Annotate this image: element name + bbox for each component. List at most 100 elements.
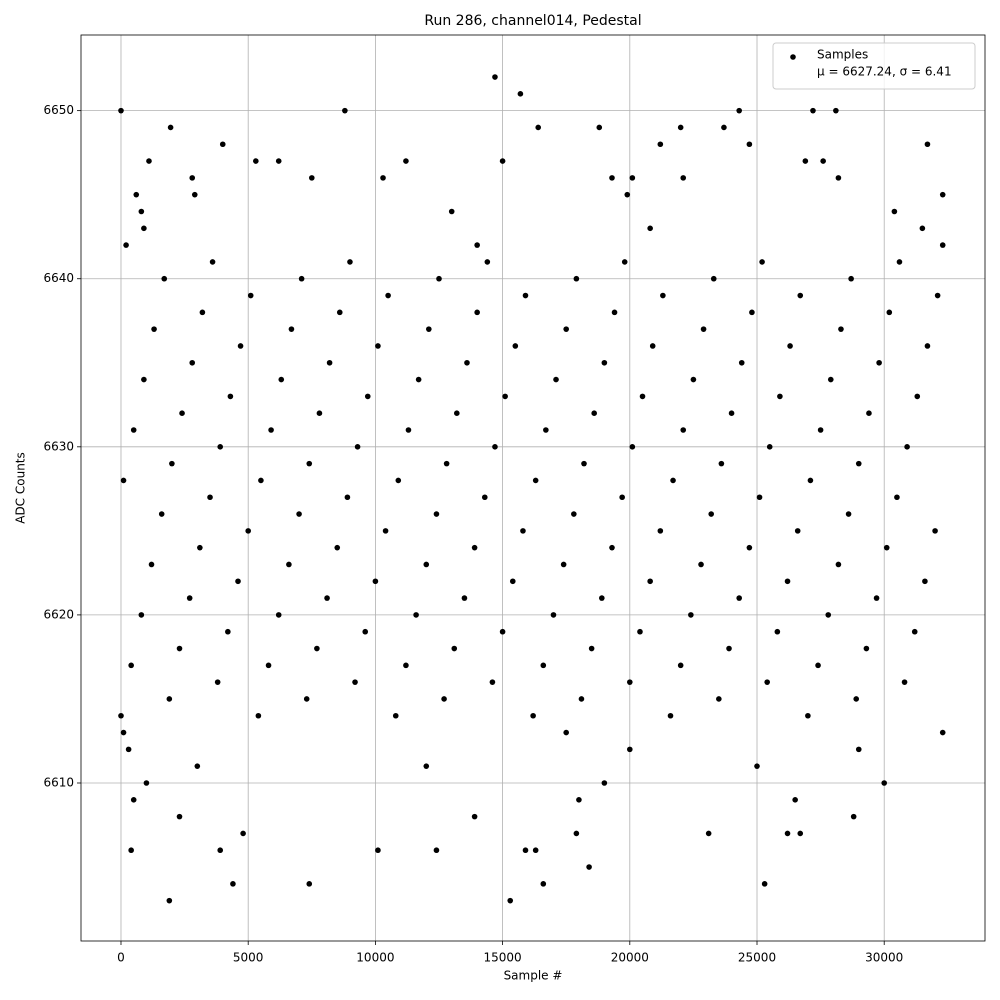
data-point xyxy=(919,225,926,232)
data-point xyxy=(362,628,369,635)
data-point xyxy=(120,477,127,484)
data-point xyxy=(413,612,419,618)
data-point xyxy=(219,141,226,148)
data-point xyxy=(932,528,938,534)
data-point xyxy=(217,847,224,854)
data-point xyxy=(392,712,399,719)
data-point xyxy=(258,477,264,484)
data-point xyxy=(436,275,442,282)
data-point xyxy=(761,881,768,887)
data-point xyxy=(581,460,587,467)
data-point xyxy=(151,326,157,332)
data-point xyxy=(698,561,704,568)
y-tick-label: 6650 xyxy=(43,103,74,117)
data-point xyxy=(637,628,643,635)
data-point xyxy=(189,175,196,181)
data-point xyxy=(512,343,519,349)
data-point xyxy=(405,427,412,433)
data-point xyxy=(492,74,498,80)
data-point xyxy=(805,712,811,719)
data-point xyxy=(876,359,882,366)
data-point xyxy=(855,746,862,753)
data-point xyxy=(736,595,742,601)
y-axis-label: ADC Counts xyxy=(14,452,28,524)
data-point xyxy=(690,376,697,383)
data-point xyxy=(596,124,603,131)
data-point xyxy=(308,175,315,181)
data-point xyxy=(627,679,633,685)
data-point xyxy=(848,275,854,282)
data-point xyxy=(601,359,608,366)
data-point xyxy=(133,191,140,198)
data-point xyxy=(721,124,727,131)
data-point xyxy=(855,460,862,467)
data-point xyxy=(784,830,791,837)
x-tick-label: 25000 xyxy=(738,951,776,965)
data-point xyxy=(787,343,793,349)
data-point xyxy=(611,309,618,316)
data-point xyxy=(576,797,582,803)
data-point xyxy=(939,729,946,736)
data-point xyxy=(492,444,498,450)
data-point xyxy=(474,309,480,316)
data-point xyxy=(125,746,132,753)
legend-label: Samples xyxy=(817,48,868,62)
data-point xyxy=(489,679,496,685)
data-point xyxy=(881,780,888,786)
data-point xyxy=(883,544,890,551)
data-point xyxy=(130,427,137,433)
data-point xyxy=(894,494,900,501)
data-point xyxy=(754,763,760,769)
data-point xyxy=(718,460,725,467)
data-point xyxy=(532,477,539,484)
points xyxy=(118,74,946,904)
data-point xyxy=(237,343,244,349)
data-point xyxy=(380,175,386,181)
data-point xyxy=(886,309,893,316)
data-point xyxy=(433,511,440,517)
data-point xyxy=(197,544,203,551)
data-point xyxy=(207,494,213,501)
data-point xyxy=(677,662,684,669)
data-point xyxy=(166,897,173,904)
data-point xyxy=(866,410,872,417)
data-point xyxy=(904,444,910,450)
data-point xyxy=(914,393,921,400)
y-tick-label: 6630 xyxy=(43,439,74,453)
data-point xyxy=(415,376,422,383)
data-point xyxy=(573,830,580,837)
data-point xyxy=(334,544,341,551)
x-tick-label: 0 xyxy=(117,951,125,965)
data-point xyxy=(591,410,597,417)
data-point xyxy=(810,107,816,114)
data-point xyxy=(784,578,791,585)
data-point xyxy=(296,511,302,517)
data-point xyxy=(563,729,569,736)
data-point xyxy=(324,595,330,601)
data-point xyxy=(833,107,839,114)
data-point xyxy=(288,326,295,332)
data-point xyxy=(146,158,152,164)
data-point xyxy=(176,813,183,820)
data-point xyxy=(520,528,526,534)
data-point xyxy=(235,578,241,585)
data-point xyxy=(532,847,539,854)
data-point xyxy=(448,208,455,215)
data-point xyxy=(385,292,391,299)
data-point xyxy=(924,343,931,349)
data-point xyxy=(838,326,844,332)
data-point xyxy=(680,175,687,181)
data-point xyxy=(726,645,732,652)
data-point xyxy=(766,444,773,450)
data-point xyxy=(647,578,653,585)
data-point xyxy=(543,427,549,433)
data-point xyxy=(166,696,173,702)
data-point xyxy=(797,830,804,837)
data-point xyxy=(756,494,763,501)
data-point xyxy=(639,393,646,400)
data-point xyxy=(253,158,259,164)
data-point xyxy=(911,628,918,635)
data-point xyxy=(530,712,536,719)
data-point xyxy=(540,662,547,669)
data-point xyxy=(382,528,389,534)
